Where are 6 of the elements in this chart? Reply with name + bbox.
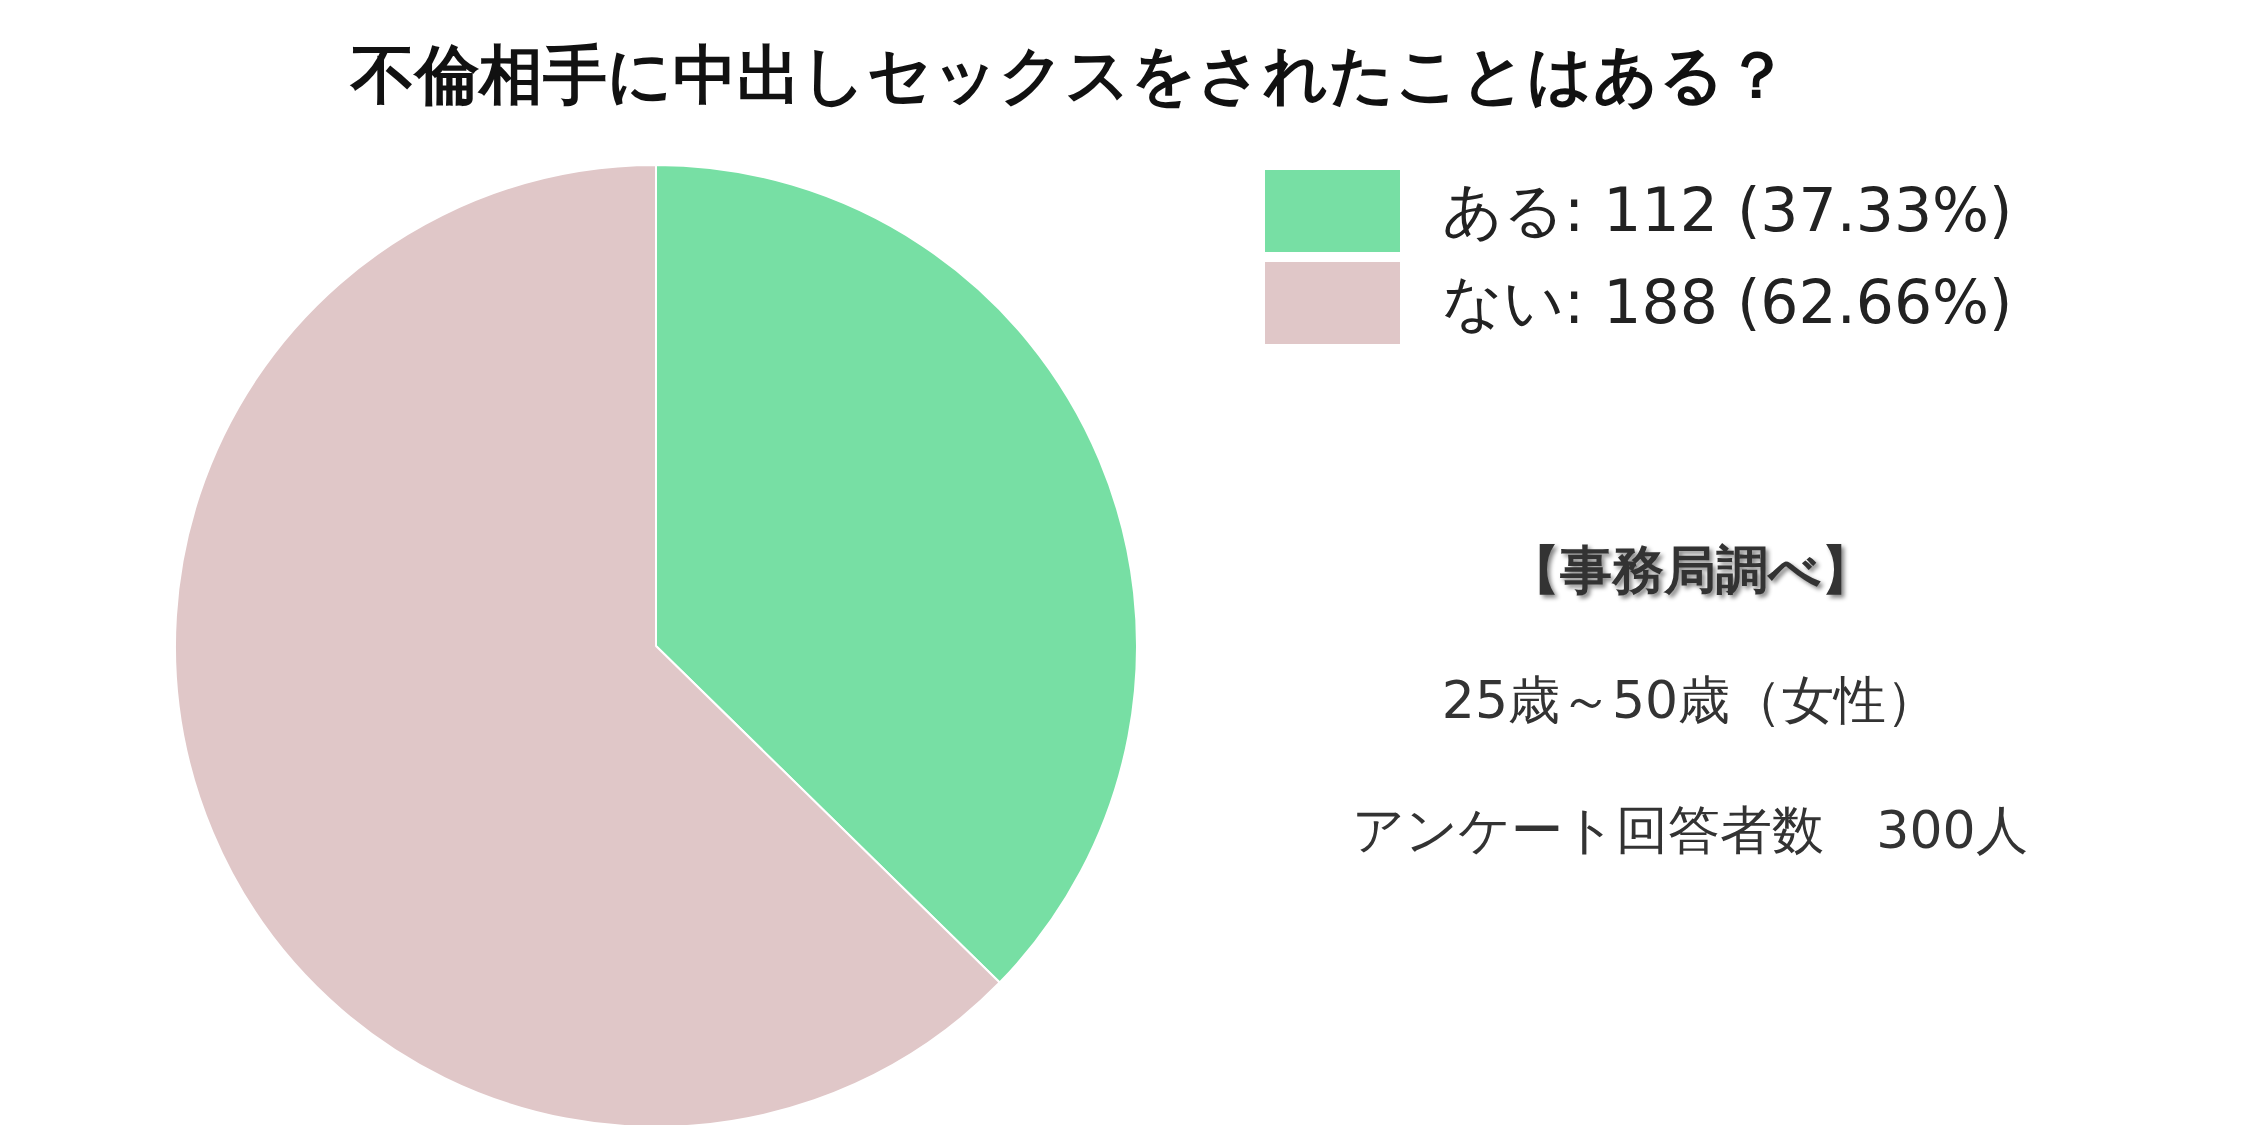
text: 【事務局調べ】 xyxy=(1506,539,1874,602)
legend-label: ない: 188 (62.66%) xyxy=(1442,265,2013,339)
text: 25歳～50歳（女性） xyxy=(1440,669,1940,732)
legend-label: ある: 112 (37.33%) xyxy=(1442,173,2013,247)
chart-title: 不倫相手に中出しセックスをされたことはある？ xyxy=(349,37,1790,114)
text: アンケート回答者数 300人 xyxy=(1351,799,2029,862)
